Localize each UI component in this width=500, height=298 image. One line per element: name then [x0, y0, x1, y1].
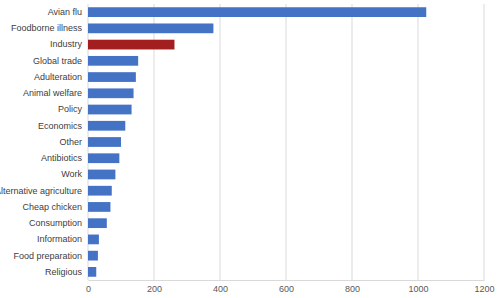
chart-container: 0 200 400 600 800 1000 1200 Avian flu Foodborne … [0, 0, 500, 298]
y-tick-label: Cheap chicken [22, 202, 82, 212]
y-tick: Cheap chicken [22, 202, 88, 212]
bar [88, 7, 426, 17]
y-tick-label: Other [59, 137, 82, 147]
y-tick: Food preparation [13, 251, 88, 261]
bar [88, 121, 125, 131]
y-tick-label: Food preparation [13, 251, 82, 261]
y-tick: Economics [38, 121, 88, 131]
bar [88, 23, 213, 33]
x-tick-label: 200 [147, 284, 162, 294]
bar [88, 202, 110, 212]
bar [88, 88, 134, 98]
y-tick-label: Antibiotics [41, 153, 83, 163]
y-tick: Religious [45, 267, 88, 277]
y-axis: Avian flu Foodborne illness Industry Global… [0, 5, 89, 281]
bar [88, 218, 107, 228]
bar [88, 251, 98, 261]
y-tick-label: Foodborne illness [11, 23, 83, 33]
x-tick: 1000 [408, 280, 428, 294]
y-tick: Work [61, 169, 88, 179]
y-tick-label: Animal welfare [23, 88, 82, 98]
bar [88, 137, 121, 147]
bars [88, 7, 426, 277]
y-tick: Alternative agriculture [0, 186, 88, 196]
y-tick-label: Religious [45, 267, 83, 277]
bar [88, 105, 132, 115]
y-tick: Other [59, 137, 88, 147]
y-tick: Antibiotics [41, 153, 88, 163]
y-tick: Adulteration [34, 72, 88, 82]
y-tick: Avian flu [48, 7, 88, 17]
y-tick-label: Avian flu [48, 7, 82, 17]
x-tick-label: 800 [345, 284, 360, 294]
y-tick-label: Alternative agriculture [0, 186, 82, 196]
bar [88, 153, 119, 163]
x-tick: 800 [345, 280, 360, 294]
y-tick: Animal welfare [23, 88, 88, 98]
y-tick: Consumption [29, 218, 88, 228]
x-tick-label: 0 [86, 284, 91, 294]
bar [88, 40, 174, 50]
y-tick-label: Industry [50, 39, 83, 49]
plot-area: 0 200 400 600 800 1000 1200 Avian flu Foodborne … [0, 4, 495, 294]
grid-line [352, 4, 353, 280]
y-tick: Foodborne illness [11, 23, 88, 33]
y-tick-label: Policy [58, 104, 83, 114]
x-tick: 200 [147, 280, 162, 294]
grid-line [286, 4, 287, 280]
bar [88, 186, 112, 196]
x-axis: 0 200 400 600 800 1000 1200 [86, 280, 495, 294]
y-tick: Policy [58, 104, 88, 114]
y-tick-label: Information [37, 234, 82, 244]
bar [88, 56, 138, 66]
y-tick-label: Work [61, 169, 82, 179]
bar [88, 235, 99, 245]
x-tick-label: 1200 [474, 284, 494, 294]
grid [88, 4, 484, 280]
x-tick-label: 1000 [408, 284, 428, 294]
x-axis-line [89, 280, 485, 281]
bar [88, 72, 136, 82]
chart-svg: 0 200 400 600 800 1000 1200 Avian flu Foodborne … [0, 0, 500, 298]
bar [88, 170, 115, 180]
grid-line [220, 4, 221, 280]
x-tick: 600 [279, 280, 294, 294]
x-tick-label: 600 [279, 284, 294, 294]
y-axis-line [88, 5, 89, 281]
y-tick: Information [37, 234, 88, 244]
grid-line [484, 4, 485, 280]
x-tick: 400 [213, 280, 228, 294]
y-tick-label: Global trade [33, 56, 82, 66]
y-tick-label: Economics [38, 121, 83, 131]
x-tick-label: 400 [213, 284, 228, 294]
bar [88, 267, 96, 277]
y-tick-label: Adulteration [34, 72, 82, 82]
x-tick: 0 [86, 280, 91, 294]
y-tick: Industry [50, 39, 88, 49]
x-tick: 1200 [474, 280, 494, 294]
y-tick-label: Consumption [29, 218, 82, 228]
grid-line [418, 4, 419, 280]
y-tick: Global trade [33, 56, 88, 66]
